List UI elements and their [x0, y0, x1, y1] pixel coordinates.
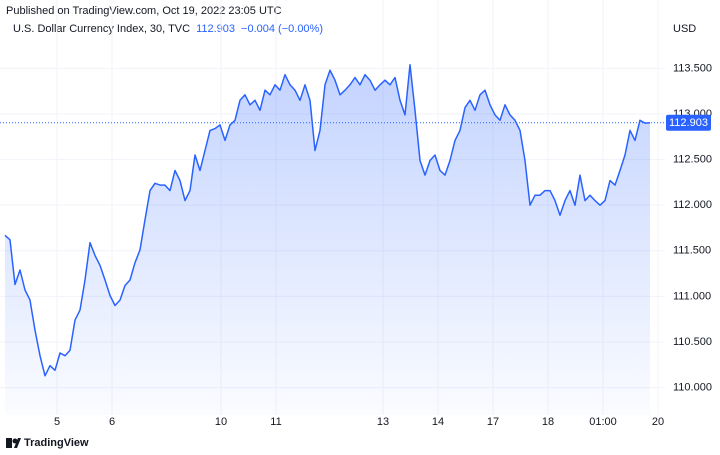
- y-tick-label: 111.500: [673, 245, 711, 257]
- area: [5, 64, 650, 415]
- x-tick-label: 10: [215, 416, 227, 428]
- y-tick-label: 112.000: [673, 199, 712, 211]
- x-tick-label: 13: [377, 416, 389, 428]
- y-tick-label: 112.500: [673, 153, 712, 165]
- y-tick-label: 111.000: [673, 290, 711, 302]
- logo: [6, 438, 21, 448]
- header-change: −0.004 (−0.00%): [241, 23, 323, 35]
- x-tick-label: 11: [270, 416, 281, 428]
- x-tick-label: 20: [652, 416, 664, 428]
- x-tick-label: 18: [542, 416, 554, 428]
- last-price-box: [666, 114, 711, 131]
- x-tick-label: 6: [109, 416, 115, 428]
- y-tick-label: 110.500: [673, 336, 712, 348]
- x-tick-label: 14: [432, 416, 444, 428]
- brand: TradingView: [24, 437, 89, 449]
- x-tick-label: 01:00: [589, 416, 617, 428]
- x-tick-label: 5: [54, 416, 60, 428]
- y-axis-label: USD: [673, 23, 696, 35]
- chart-title: U.S. Dollar Currency Index, 30, TVC: [13, 23, 190, 35]
- line: [4, 63, 651, 377]
- last-price-label: 112.903: [669, 117, 708, 129]
- header-last: 112.903: [196, 23, 235, 35]
- y-tick-label: 110.000: [673, 382, 712, 394]
- x-tick-label: 17: [487, 416, 499, 428]
- y-tick-label: 113.500: [673, 62, 712, 74]
- published: Published on TradingView.com, Oct 19, 20…: [6, 5, 282, 17]
